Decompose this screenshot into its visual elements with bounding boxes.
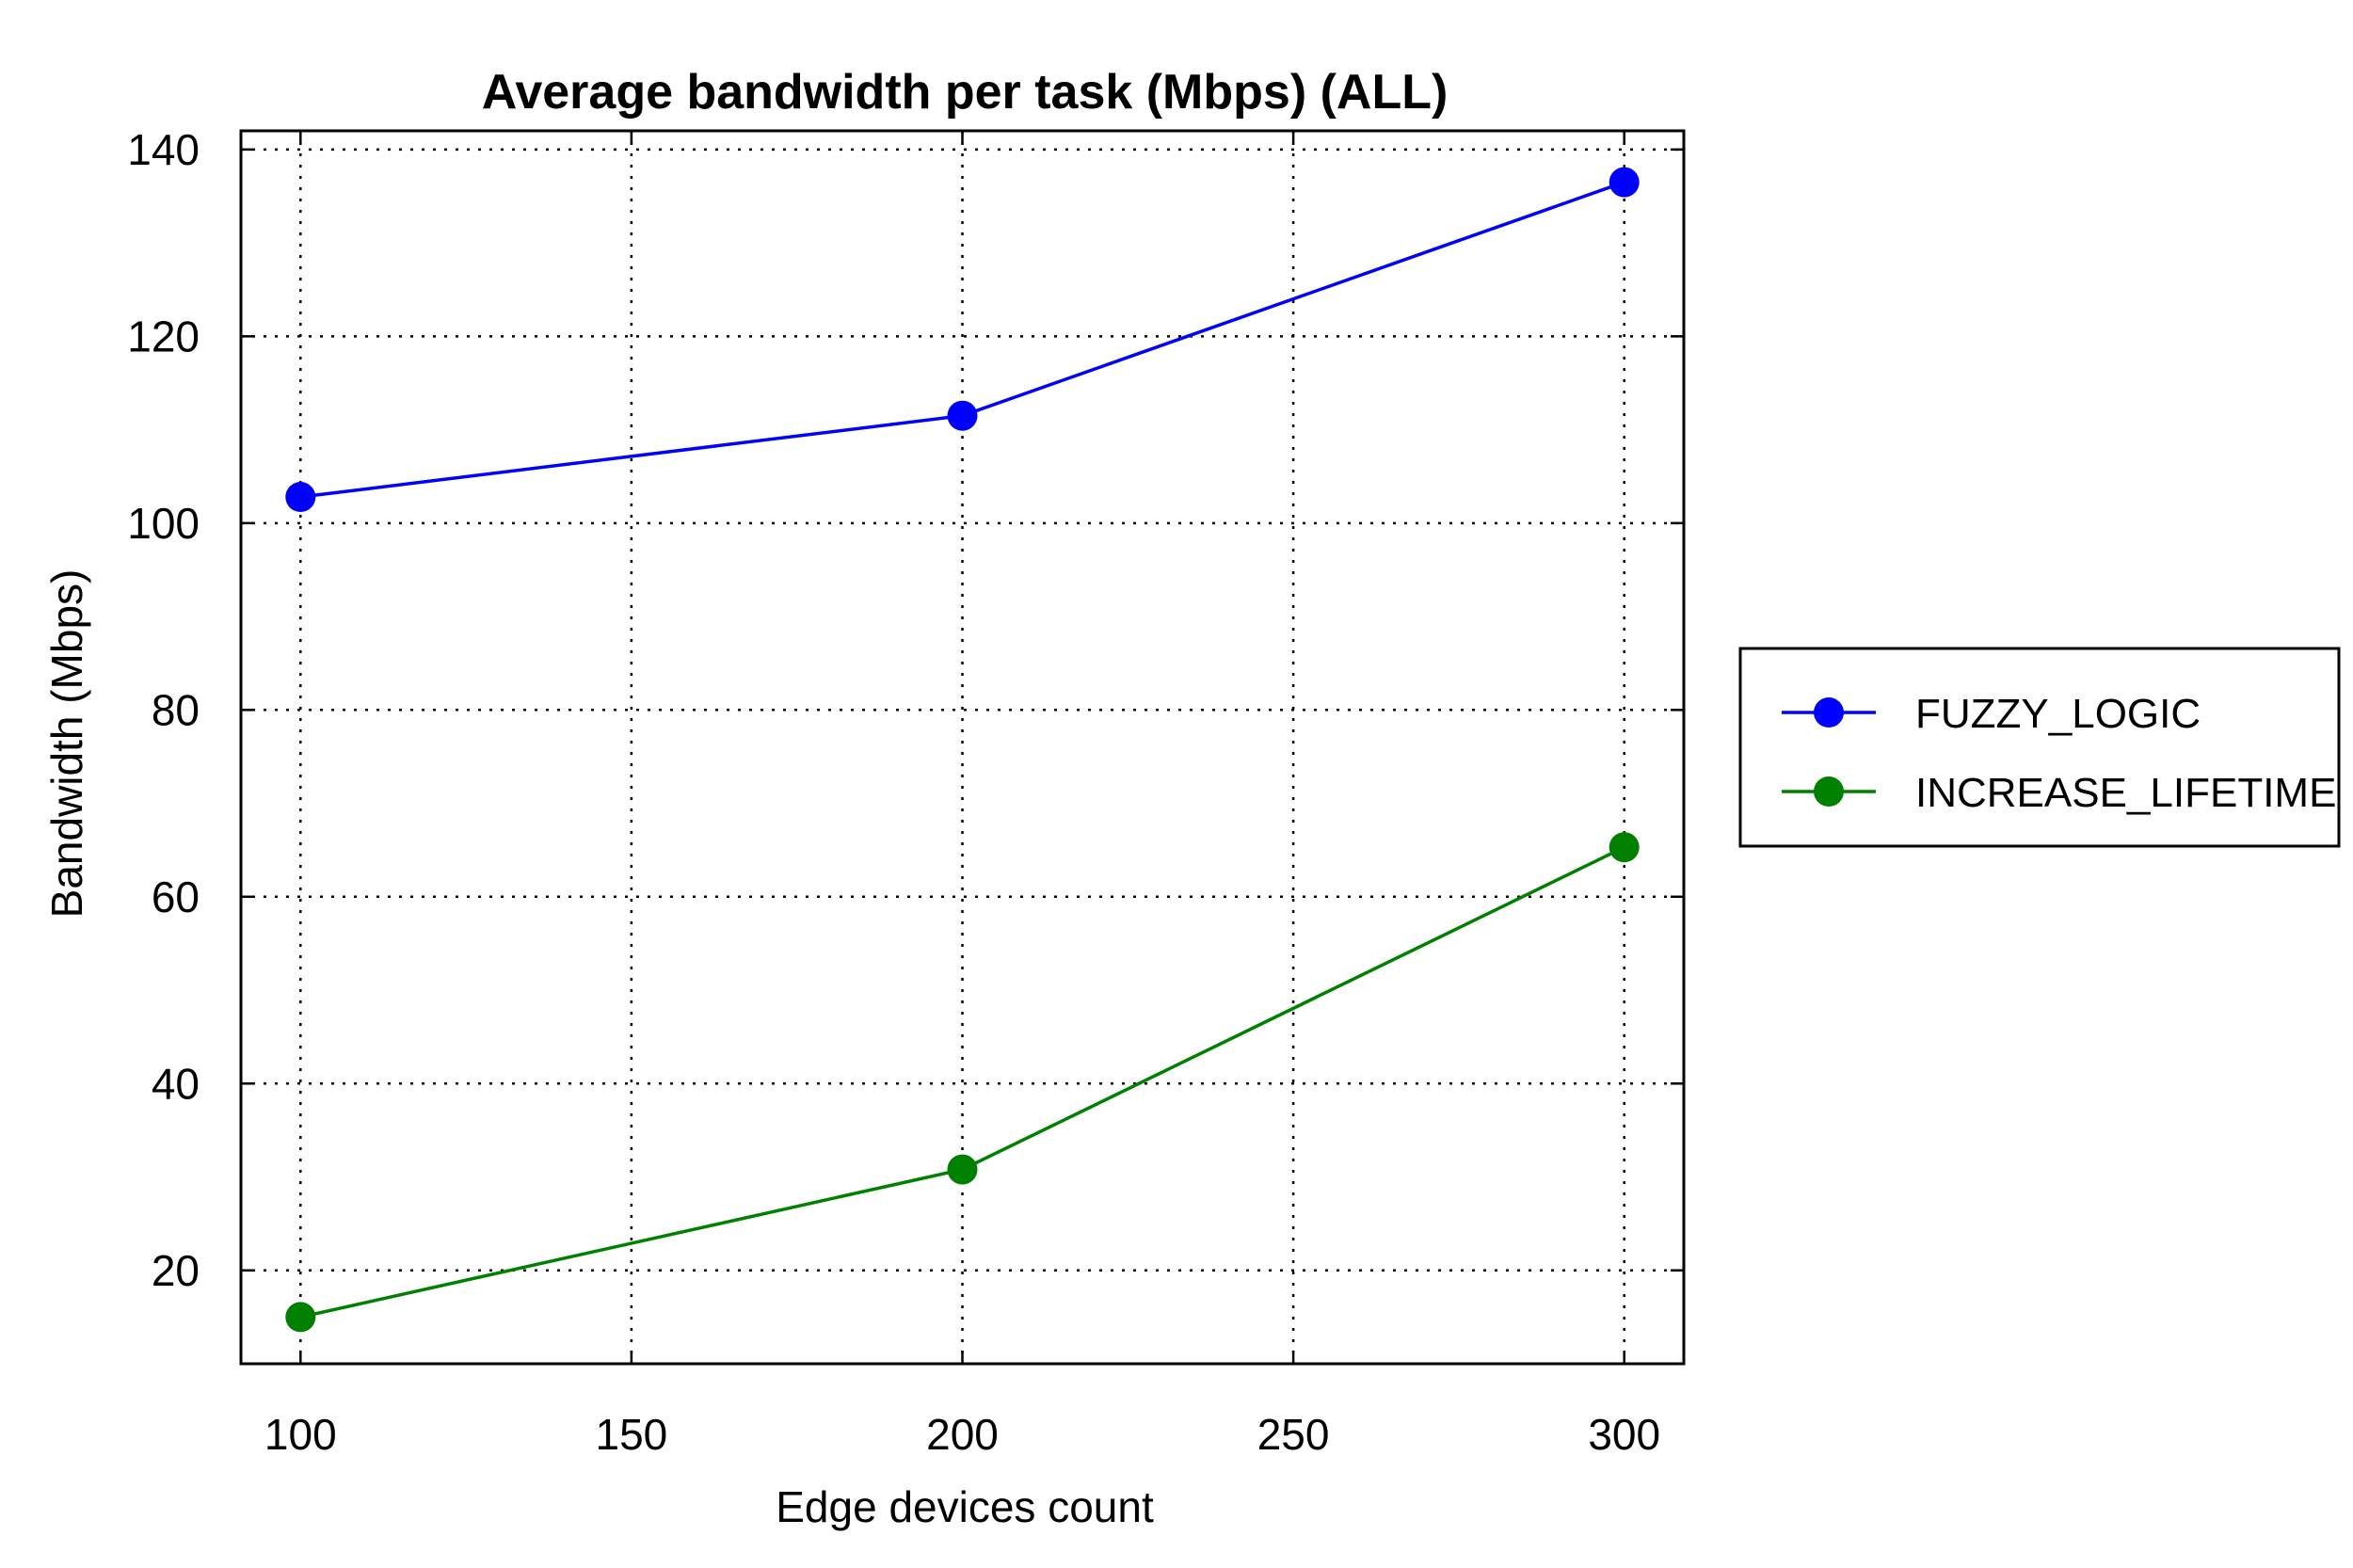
legend: FUZZY_LOGIC INCREASE_LIFETIME xyxy=(1738,647,2341,848)
x-tick-label: 250 xyxy=(1257,1410,1330,1459)
legend-label-0: FUZZY_LOGIC xyxy=(1915,691,2201,737)
data-point xyxy=(1609,832,1640,863)
legend-marker-0 xyxy=(1814,697,1844,728)
y-tick-label: 20 xyxy=(152,1246,200,1295)
data-point xyxy=(285,482,316,513)
x-tick-label: 100 xyxy=(264,1410,337,1459)
y-tick-label: 60 xyxy=(152,872,200,921)
y-axis-tick-labels: 20 40 60 80 100 120 140 xyxy=(127,125,200,1295)
y-tick-label: 40 xyxy=(152,1059,200,1108)
series-lines xyxy=(299,180,1625,1320)
axis-ticks xyxy=(241,131,1684,1364)
x-axis-tick-labels: 100 150 200 250 300 xyxy=(264,1410,1660,1459)
data-point xyxy=(947,1154,978,1185)
x-tick-label: 200 xyxy=(926,1410,999,1459)
y-tick-label: 120 xyxy=(127,312,200,360)
data-point xyxy=(285,1302,316,1333)
legend-entries: FUZZY_LOGIC INCREASE_LIFETIME xyxy=(1782,691,2336,816)
y-tick-label: 100 xyxy=(127,499,200,548)
series-markers xyxy=(285,167,1640,1333)
x-tick-label: 150 xyxy=(596,1410,668,1459)
legend-box xyxy=(1738,647,2341,848)
data-point xyxy=(947,400,978,431)
y-tick-label: 140 xyxy=(127,125,200,174)
legend-label-1: INCREASE_LIFETIME xyxy=(1915,770,2336,816)
y-tick-label: 80 xyxy=(152,685,200,734)
grid-lines xyxy=(241,131,1684,1364)
data-point xyxy=(1609,167,1640,198)
legend-marker-1 xyxy=(1814,776,1844,807)
y-axis-label: Bandwidth (Mbps) xyxy=(42,569,91,919)
x-axis-label: Edge devices count xyxy=(776,1482,1154,1531)
x-tick-label: 300 xyxy=(1588,1410,1660,1459)
chart-title: Average bandwidth per task (Mbps) (ALL) xyxy=(482,65,1449,120)
